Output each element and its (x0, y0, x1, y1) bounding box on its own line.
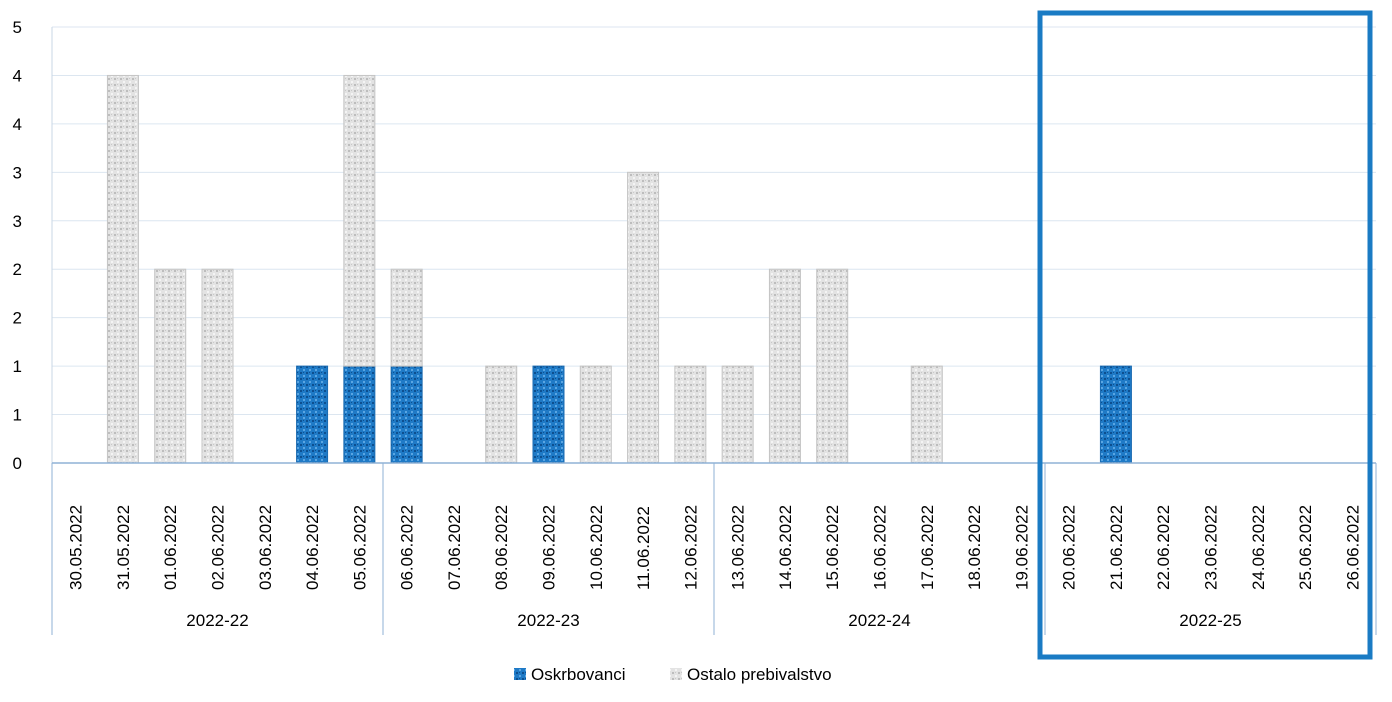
x-tick-label: 17.06.2022 (918, 505, 937, 590)
x-tick-label: 08.06.2022 (492, 505, 511, 590)
x-tick-label: 03.06.2022 (256, 505, 275, 590)
x-tick-label: 06.06.2022 (398, 505, 417, 590)
legend-label-oskrbovanci: Oskrbovanci (531, 665, 625, 684)
x-tick-label: 12.06.2022 (681, 505, 700, 590)
bar-ostalo (343, 74, 376, 367)
bar-oskrbovanci (1099, 365, 1132, 464)
x-tick-label: 13.06.2022 (729, 505, 748, 590)
y-axis: 0 1 1 2 2 3 3 4 4 5 (13, 18, 53, 473)
bar-oskrbovanci (532, 365, 565, 464)
x-tick-label: 09.06.2022 (540, 505, 559, 590)
x-tick-label: 07.06.2022 (445, 505, 464, 590)
legend-swatch-oskrbovanci (514, 668, 526, 680)
y-tick-label: 2 (13, 309, 22, 328)
x-tick-label: 30.05.2022 (67, 505, 86, 590)
bar-ostalo (910, 365, 943, 464)
x-tick-label: 15.06.2022 (823, 505, 842, 590)
legend-label-ostalo: Ostalo prebivalstvo (687, 665, 832, 684)
x-tick-label: 31.05.2022 (114, 505, 133, 590)
y-tick-label: 5 (13, 18, 22, 37)
bar-oskrbovanci (296, 365, 329, 464)
bar-ostalo (721, 365, 754, 464)
x-tick-label: 18.06.2022 (965, 505, 984, 590)
y-tick-label: 3 (13, 163, 22, 182)
bar-ostalo (816, 268, 849, 464)
bar-ostalo (579, 365, 612, 464)
bar-oskrbovanci (343, 365, 376, 464)
x-tick-label: 14.06.2022 (776, 505, 795, 590)
x-tick-label: 23.06.2022 (1202, 505, 1221, 590)
x-tick-label: 19.06.2022 (1012, 505, 1031, 590)
y-tick-label: 0 (13, 454, 22, 473)
week-label: 2022-25 (1179, 611, 1241, 630)
x-tick-label: 11.06.2022 (634, 506, 653, 590)
gridlines (52, 26, 1376, 416)
bar-ostalo (154, 268, 187, 464)
x-tick-label: 04.06.2022 (303, 505, 322, 590)
y-tick-label: 1 (13, 357, 22, 376)
y-tick-label: 1 (13, 406, 22, 425)
legend: Oskrbovanci Ostalo prebivalstvo (514, 665, 832, 684)
bar-ostalo (674, 365, 707, 464)
week-label: 2022-24 (848, 611, 910, 630)
week-label: 2022-22 (186, 611, 248, 630)
x-tick-label: 25.06.2022 (1296, 505, 1315, 590)
bar-oskrbovanci (390, 365, 423, 464)
x-axis: 30.05.2022 31.05.2022 01.06.2022 02.06.2022… (52, 462, 1376, 590)
x-tick-label: 21.06.2022 (1107, 505, 1126, 590)
bar-ostalo (627, 171, 660, 464)
x-tick-label: 16.06.2022 (871, 505, 890, 590)
x-tick-label: 10.06.2022 (587, 505, 606, 590)
week-groups: 2022-22 2022-23 2022-24 2022-25 (51, 463, 1377, 635)
bar-ostalo (390, 268, 423, 367)
x-tick-label: 02.06.2022 (209, 505, 228, 590)
bar-ostalo (768, 268, 801, 464)
bar-ostalo (201, 268, 234, 464)
x-tick-label: 24.06.2022 (1249, 505, 1268, 590)
y-tick-label: 2 (13, 260, 22, 279)
y-tick-label: 4 (13, 115, 22, 134)
y-tick-label: 4 (13, 66, 22, 85)
y-tick-label: 3 (13, 212, 22, 231)
x-tick-label: 26.06.2022 (1343, 505, 1362, 590)
x-tick-label: 20.06.2022 (1060, 505, 1079, 590)
bar-ostalo (485, 365, 518, 464)
x-tick-label: 01.06.2022 (161, 505, 180, 590)
legend-swatch-ostalo (670, 668, 682, 680)
week-label: 2022-23 (517, 611, 579, 630)
x-tick-label: 22.06.2022 (1154, 505, 1173, 590)
bar-ostalo (106, 74, 139, 464)
x-tick-label: 05.06.2022 (350, 505, 369, 590)
highlight-box (1037, 10, 1373, 660)
